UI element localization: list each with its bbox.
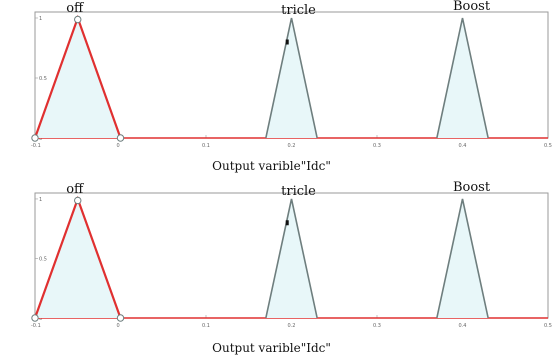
y-tick-label: 1 bbox=[39, 197, 42, 203]
mf-fill-off bbox=[35, 18, 121, 138]
mf-vertex-handle bbox=[116, 314, 125, 322]
mf-fill-off bbox=[35, 198, 121, 318]
mf-fill-tricle bbox=[265, 198, 318, 318]
mf-label-off: off bbox=[66, 1, 85, 16]
mf-fill-tricle bbox=[265, 18, 318, 138]
mf-label-off: off bbox=[66, 182, 85, 197]
mf-line-boost bbox=[436, 198, 489, 319]
y-tick-label: 0.5 bbox=[39, 256, 47, 262]
y-tick-label: 1 bbox=[39, 16, 42, 22]
x-tick-label: 0.3 bbox=[373, 143, 381, 149]
mf-vertex-handle bbox=[74, 15, 82, 24]
x-tick-label: 0.5 bbox=[544, 323, 552, 329]
x-tick-label: -0.1 bbox=[31, 143, 41, 149]
x-axis-label: Output varible"Idc" bbox=[212, 341, 331, 355]
x-tick-label: 0 bbox=[117, 323, 120, 329]
mf-label-tricle: tricle bbox=[281, 184, 316, 199]
mf-fill-boost bbox=[436, 18, 489, 138]
x-tick-label: 0.3 bbox=[373, 323, 381, 329]
x-axis-label: Output varible"Idc" bbox=[212, 159, 331, 173]
mf-vertex-handle bbox=[31, 314, 39, 322]
mf-label-boost: Boost bbox=[453, 0, 491, 14]
cursor-marker bbox=[285, 220, 289, 226]
mf-fill-boost bbox=[436, 198, 489, 318]
mf-label-boost: Boost bbox=[453, 180, 491, 195]
mf-vertex-handle bbox=[31, 134, 39, 142]
y-tick-label: 0 bbox=[39, 316, 42, 322]
x-tick-label: -0.1 bbox=[31, 323, 41, 329]
mf-line-tricle bbox=[265, 17, 318, 139]
x-tick-label: 0.4 bbox=[459, 143, 467, 149]
y-tick-label: 0.5 bbox=[39, 76, 47, 82]
x-tick-label: 0.2 bbox=[288, 143, 296, 149]
cursor-marker bbox=[285, 39, 289, 45]
x-tick-label: 0.5 bbox=[544, 143, 552, 149]
mf-vertex-handle bbox=[74, 196, 82, 205]
mf-line-tricle bbox=[265, 198, 318, 319]
y-tick-label: 0 bbox=[39, 136, 42, 142]
x-tick-label: 0 bbox=[117, 143, 120, 149]
mf-line-boost bbox=[436, 17, 489, 139]
x-tick-label: 0.2 bbox=[288, 323, 296, 329]
mf-label-tricle: tricle bbox=[281, 3, 316, 18]
x-tick-label: 0.1 bbox=[202, 143, 210, 149]
x-tick-label: 0.1 bbox=[202, 323, 210, 329]
x-tick-label: 0.4 bbox=[459, 323, 467, 329]
mf-vertex-handle bbox=[116, 134, 125, 142]
